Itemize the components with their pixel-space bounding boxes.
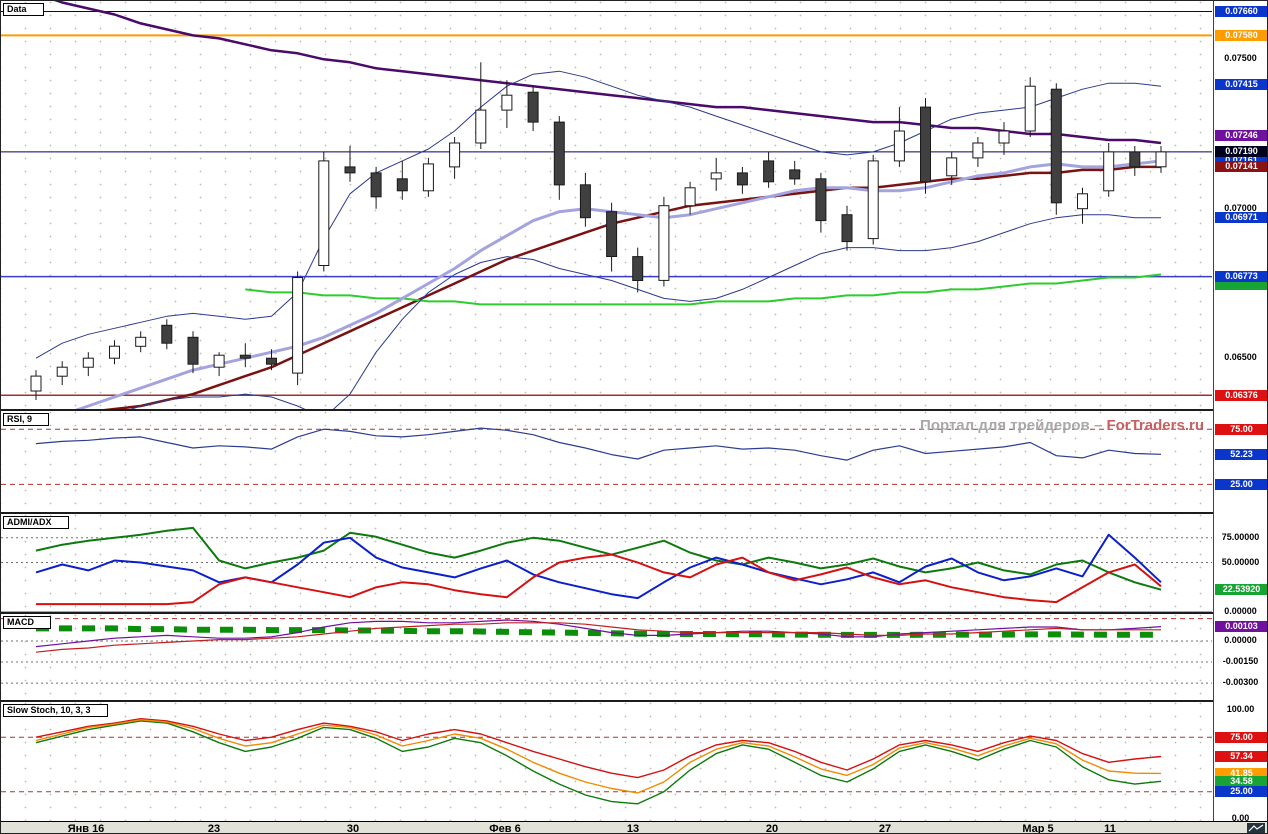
price-badge: 41.85: [1215, 767, 1267, 779]
price-badge: 75.00: [1215, 731, 1267, 743]
panel-separator: [1, 700, 1267, 702]
series-di-plus-blue: [35, 533, 1162, 600]
panel-label-data: Data: [3, 3, 44, 16]
price-badge: 0.07580: [1215, 29, 1267, 41]
watermark: Портал для трейдеров – ForTraders.ru: [920, 417, 1204, 434]
price-badge: [1215, 279, 1267, 291]
scale-label: 100.00: [1226, 703, 1255, 714]
price-badge: 52.23: [1215, 448, 1267, 460]
price-badge: 0.06773: [1215, 271, 1267, 283]
price-badge: 0.06376: [1215, 389, 1267, 401]
panel-label-stoch: Slow Stoch, 10, 3, 3: [3, 704, 108, 717]
scale-label: 0.07000: [1224, 202, 1257, 213]
series-di-minus-red: [36, 553, 1162, 606]
series-ma-mid-maroon: [103, 165, 1161, 409]
price-badge: 34.58: [1215, 775, 1267, 787]
series-stoch-red: [35, 718, 1162, 779]
price-badge: 25.00: [1215, 478, 1267, 490]
panel-stoch-plot[interactable]: Slow Stoch, 10, 3, 3: [1, 702, 1212, 821]
panel-separator: [1, 512, 1267, 514]
series-ma-green: [245, 273, 1162, 306]
macd-canvas: [1, 618, 1212, 684]
panel-label-rsi: RSI, 9: [3, 413, 50, 426]
axis-label: 23: [207, 823, 221, 834]
series-stoch-orange: [35, 719, 1162, 794]
panel-label-adx: ADMI/ADX: [3, 516, 69, 529]
panel-label-macd: MACD: [3, 616, 51, 629]
panel-main-plot[interactable]: Data: [1, 1, 1212, 409]
price-badge: 25.00: [1215, 786, 1267, 798]
axis-label: 30: [346, 823, 360, 834]
scale-label: 0.00000: [1224, 606, 1257, 616]
series-adx-green: [35, 526, 1162, 591]
price-scale[interactable]: 0.07500 0.07000 0.06500 0.07660 0.07580 0.074…: [1213, 1, 1267, 824]
axis-label: Мар 5: [1022, 823, 1054, 834]
rsi-canvas: [1, 427, 1212, 485]
price-badge: 0.07415: [1215, 79, 1267, 91]
axis-label: 27: [878, 823, 892, 834]
adx-canvas: [1, 526, 1212, 612]
panel-adx-plot[interactable]: ADMI/ADX: [1, 514, 1212, 612]
stoch-canvas: [1, 718, 1212, 805]
price-badge: 22.53920: [1215, 584, 1267, 596]
main-canvas: [1, 1, 1212, 409]
series-macd-signal-red: [35, 622, 1161, 653]
axis-label: 20: [765, 823, 779, 834]
panel-rsi-plot[interactable]: RSI, 9 Портал для трейдеров – ForTraders…: [1, 411, 1212, 512]
series-rsi-line: [35, 427, 1162, 461]
scale-label: 75.00000: [1221, 531, 1260, 542]
price-badge: 0.07190: [1215, 146, 1267, 158]
scale-label: 0.00: [1231, 813, 1250, 824]
price-badge: 0.00103: [1215, 621, 1267, 633]
axis-label: 11: [1104, 823, 1116, 834]
watermark-text: Портал для трейдеров –: [920, 417, 1107, 434]
series-ma-long-purple: [53, 1, 1162, 145]
scale-label: 0.06500: [1224, 352, 1257, 363]
scale-label: 0.07500: [1224, 53, 1257, 64]
axis-label: Фев 6: [489, 823, 521, 834]
price-badge: 57.34: [1215, 750, 1267, 762]
series-ema-lavender: [74, 159, 1162, 409]
scale-label: -0.00300: [1222, 677, 1259, 688]
scale-label: 0.00000: [1224, 635, 1257, 646]
price-badge: 0.07660: [1215, 5, 1267, 17]
scale-label: 50.00000: [1221, 556, 1260, 567]
price-badge: 0.06971: [1215, 211, 1267, 223]
series-macd-avg-green-dashed: [36, 625, 1161, 638]
candles: [30, 62, 1167, 400]
panel-macd-plot[interactable]: MACD: [1, 614, 1212, 700]
series-bollinger-lower: [130, 214, 1161, 409]
watermark-brand: ForTraders.ru: [1106, 417, 1204, 434]
panel-separator: [1, 612, 1267, 614]
price-badge: 75.00: [1215, 423, 1267, 435]
logo-icon[interactable]: [1247, 821, 1265, 833]
series-stoch-green: [35, 720, 1162, 805]
panel-separator: [1, 409, 1267, 411]
series-bollinger-upper: [35, 70, 1162, 359]
price-badge: 0.07141: [1215, 161, 1267, 173]
time-axis[interactable]: Янв 16 23 30 Фев 6 13 20 27 Мар 5 11: [1, 821, 1267, 834]
price-badge: 0.07246: [1215, 129, 1267, 141]
axis-label: Янв 16: [67, 823, 105, 834]
price-badge: 0.07161: [1215, 155, 1267, 167]
series-macd-line-purple: [35, 619, 1162, 648]
axis-label: 13: [626, 823, 640, 834]
scale-label: -0.00150: [1222, 656, 1259, 667]
